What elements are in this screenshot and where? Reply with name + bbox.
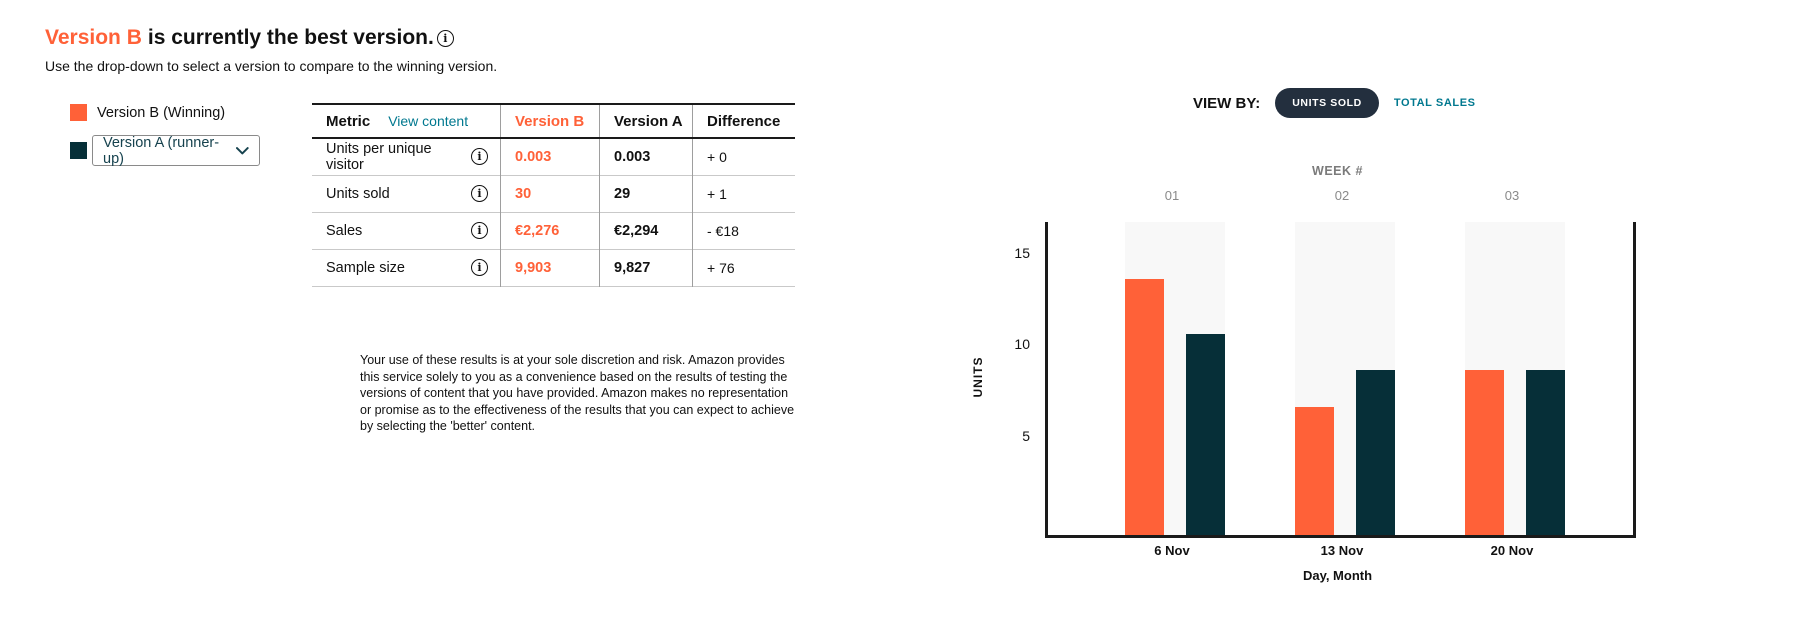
difference-value: + 76 — [692, 249, 795, 286]
difference-value: - €18 — [692, 212, 795, 249]
y-axis-tick-label: 15 — [1014, 244, 1030, 261]
metric-label: Sample size — [326, 259, 405, 276]
version-b-value: 30 — [500, 175, 600, 212]
page-subtitle: Use the drop-down to select a version to… — [45, 58, 498, 74]
bar-version-b-week-2[interactable] — [1295, 407, 1334, 535]
bar-version-a-week-3[interactable] — [1526, 370, 1565, 535]
metric-label: Units sold — [326, 185, 390, 202]
metric-header-label: Metric — [326, 112, 371, 130]
bar-version-b-week-1[interactable] — [1125, 279, 1164, 535]
version-select-value: Version A (runner-up) — [103, 134, 220, 167]
version-b-value: 9,903 — [500, 249, 600, 286]
version-a-swatch — [70, 142, 87, 159]
metric-column-header: Metric View content — [312, 104, 501, 138]
info-icon[interactable]: i — [471, 148, 488, 166]
table-row: Units sold i 30 29 + 1 — [312, 175, 795, 212]
metrics-table: Metric View content Version B Version A … — [312, 103, 795, 287]
week-number-label: 03 — [1504, 188, 1520, 203]
version-b-value: €2,276 — [500, 212, 600, 249]
view-by-label: VIEW BY: — [1193, 94, 1261, 112]
page-title: Version B is currently the best version.… — [45, 26, 454, 50]
x-axis-tick-labels: 6 Nov 13 Nov 20 Nov — [1045, 543, 1630, 559]
metric-label: Sales — [326, 222, 363, 239]
week-number-label: 01 — [1164, 188, 1180, 203]
week-number-label: 02 — [1334, 188, 1350, 203]
disclaimer-text: Your use of these results is at your sol… — [360, 353, 795, 433]
bar-version-a-week-1[interactable] — [1186, 334, 1225, 535]
units-sold-toggle-button[interactable]: UNITS SOLD — [1275, 88, 1379, 118]
info-icon[interactable]: i — [471, 259, 488, 276]
chart-title: WEEK # — [1312, 164, 1363, 178]
version-a-value: €2,294 — [599, 212, 693, 249]
bar-version-b-week-3[interactable] — [1465, 370, 1504, 535]
winning-version-name: Version B — [45, 26, 142, 49]
version-b-swatch — [70, 104, 87, 121]
y-axis-label: UNITS — [971, 356, 985, 398]
page-title-text: is currently the best version. — [147, 26, 434, 49]
metrics-table-body: Units per unique visitor i 0.003 0.003 + 0 Un… — [312, 138, 795, 286]
difference-value: + 0 — [692, 138, 795, 175]
difference-column-header: Difference — [692, 104, 795, 138]
table-row: Units per unique visitor i 0.003 0.003 + 0 — [312, 138, 795, 175]
version-a-value: 0.003 — [599, 138, 693, 175]
table-row: Sample size i 9,903 9,827 + 76 — [312, 249, 795, 286]
difference-value: + 1 — [692, 175, 795, 212]
version-a-column-header: Version A — [599, 104, 693, 138]
version-b-column-header: Version B — [500, 104, 600, 138]
x-axis-label: Day, Month — [1302, 568, 1373, 583]
y-axis-tick-label: 5 — [1022, 427, 1030, 444]
x-axis-tick-label: 6 Nov — [1154, 543, 1190, 558]
bar-version-a-week-2[interactable] — [1356, 370, 1395, 535]
metric-label: Units per unique visitor — [326, 140, 432, 173]
info-icon[interactable]: i — [471, 222, 488, 239]
table-row: Sales i €2,276 €2,294- €18 — [312, 212, 795, 249]
version-a-value: 29 — [599, 175, 693, 212]
chevron-down-icon — [236, 146, 249, 154]
x-axis-tick-label: 13 Nov — [1320, 543, 1364, 558]
y-axis-tick-label: 10 — [1014, 336, 1030, 352]
plot-area: 5 10 15 — [1014, 222, 1636, 538]
version-select-dropdown[interactable]: Version A (runner-up) — [92, 134, 260, 167]
week-number-labels: 01 02 03 — [1045, 188, 1630, 204]
view-content-link[interactable]: View content — [388, 113, 469, 129]
view-by-toggle: VIEW BY: UNITS SOLD TOTAL SALES — [1193, 88, 1476, 118]
version-b-legend-label: Version B (Winning) — [97, 105, 226, 121]
version-a-value: 9,827 — [599, 249, 693, 286]
info-icon[interactable]: i — [436, 29, 454, 47]
total-sales-toggle-button[interactable]: TOTAL SALES — [1393, 97, 1476, 109]
version-b-value: 0.003 — [500, 138, 600, 175]
x-axis-tick-label: 20 Nov — [1490, 543, 1534, 558]
info-icon[interactable]: i — [471, 185, 488, 202]
metrics-table-header-row: Metric View content Version B Version A … — [312, 104, 795, 138]
